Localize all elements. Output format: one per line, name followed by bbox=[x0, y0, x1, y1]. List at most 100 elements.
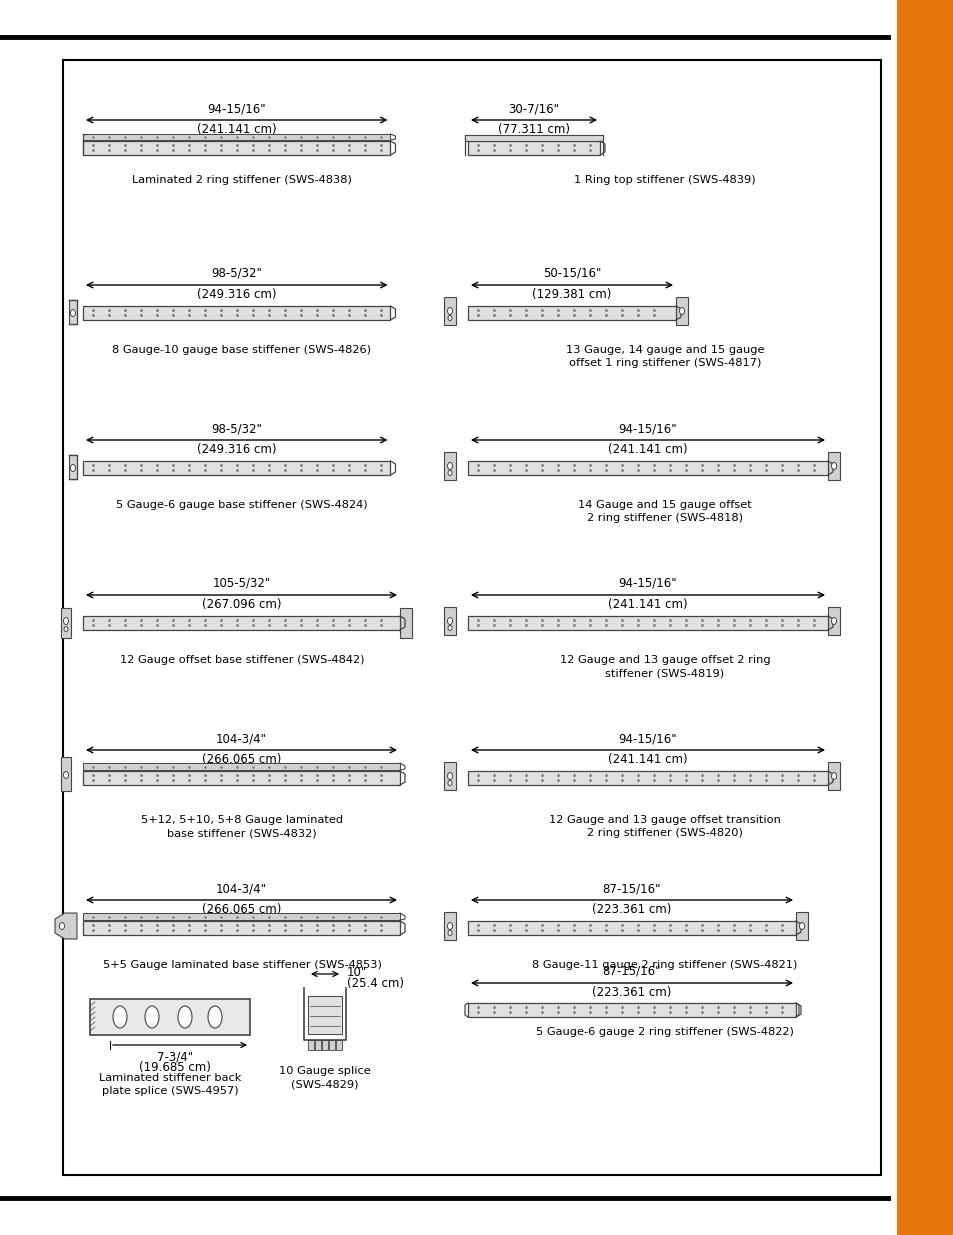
Bar bbox=[308, 1040, 314, 1050]
Text: 104-3/4": 104-3/4" bbox=[215, 882, 267, 895]
Text: 12 Gauge and 13 gauge offset 2 ring
stiffener (SWS-4819): 12 Gauge and 13 gauge offset 2 ring stif… bbox=[559, 655, 769, 678]
Text: Laminated 2 ring stiffener (SWS-4838): Laminated 2 ring stiffener (SWS-4838) bbox=[132, 175, 352, 185]
Bar bbox=[443, 296, 456, 325]
Text: (266.065 cm): (266.065 cm) bbox=[202, 753, 281, 766]
Text: (241.141 cm): (241.141 cm) bbox=[608, 598, 687, 611]
Bar bbox=[69, 454, 77, 479]
Ellipse shape bbox=[112, 1007, 127, 1028]
Bar bbox=[61, 608, 71, 638]
Text: 10 Gauge splice
(SWS-4829): 10 Gauge splice (SWS-4829) bbox=[279, 1066, 371, 1089]
Text: 94-15/16": 94-15/16" bbox=[207, 103, 266, 115]
Text: (25.4 cm): (25.4 cm) bbox=[347, 977, 403, 990]
Bar bbox=[90, 999, 250, 1035]
Bar bbox=[795, 911, 807, 940]
Ellipse shape bbox=[447, 462, 452, 469]
Bar bbox=[827, 762, 840, 790]
Ellipse shape bbox=[59, 923, 65, 930]
Text: (129.381 cm): (129.381 cm) bbox=[532, 288, 611, 301]
Ellipse shape bbox=[64, 772, 69, 778]
Ellipse shape bbox=[447, 923, 452, 930]
Text: (241.141 cm): (241.141 cm) bbox=[196, 124, 276, 136]
Bar bbox=[83, 461, 390, 475]
Text: 5+12, 5+10, 5+8 Gauge laminated
base stiffener (SWS-4832): 5+12, 5+10, 5+8 Gauge laminated base sti… bbox=[141, 815, 343, 839]
Bar bbox=[443, 606, 456, 635]
Text: 10": 10" bbox=[347, 966, 367, 978]
Bar bbox=[896, 0, 953, 1235]
Bar bbox=[83, 921, 399, 935]
Text: (241.141 cm): (241.141 cm) bbox=[608, 753, 687, 766]
Bar bbox=[468, 1003, 795, 1016]
Bar bbox=[468, 921, 795, 935]
Ellipse shape bbox=[178, 1007, 192, 1028]
Ellipse shape bbox=[448, 930, 452, 935]
Polygon shape bbox=[55, 913, 77, 939]
Bar bbox=[83, 616, 399, 630]
Text: 8 Gauge-10 gauge base stiffener (SWS-4826): 8 Gauge-10 gauge base stiffener (SWS-482… bbox=[112, 345, 371, 354]
Text: 12 Gauge offset base stiffener (SWS-4842): 12 Gauge offset base stiffener (SWS-4842… bbox=[120, 655, 364, 664]
Text: 1 Ring top stiffener (SWS-4839): 1 Ring top stiffener (SWS-4839) bbox=[574, 175, 755, 185]
Text: (241.141 cm): (241.141 cm) bbox=[608, 443, 687, 456]
Bar bbox=[83, 135, 390, 140]
Text: 87-15/16": 87-15/16" bbox=[602, 882, 660, 895]
Bar bbox=[308, 995, 341, 1034]
Bar bbox=[468, 461, 827, 475]
Ellipse shape bbox=[447, 308, 452, 315]
Ellipse shape bbox=[448, 315, 452, 321]
Bar bbox=[443, 452, 456, 480]
Bar bbox=[443, 911, 456, 940]
Ellipse shape bbox=[71, 310, 75, 316]
Bar bbox=[399, 608, 412, 638]
Text: (223.361 cm): (223.361 cm) bbox=[592, 986, 671, 999]
Bar bbox=[468, 141, 599, 156]
Text: 7-3/4": 7-3/4" bbox=[157, 1051, 193, 1065]
Bar bbox=[827, 452, 840, 480]
Text: 5 Gauge-6 gauge base stiffener (SWS-4824): 5 Gauge-6 gauge base stiffener (SWS-4824… bbox=[116, 500, 368, 510]
Text: (249.316 cm): (249.316 cm) bbox=[196, 288, 276, 301]
Text: Laminated stiffener back
plate splice (SWS-4957): Laminated stiffener back plate splice (S… bbox=[99, 1073, 241, 1097]
Ellipse shape bbox=[447, 773, 452, 779]
Text: 94-15/16": 94-15/16" bbox=[618, 577, 677, 590]
Ellipse shape bbox=[447, 618, 452, 625]
Ellipse shape bbox=[831, 773, 836, 779]
Ellipse shape bbox=[448, 781, 452, 785]
Ellipse shape bbox=[448, 625, 452, 631]
Text: 14 Gauge and 15 gauge offset
2 ring stiffener (SWS-4818): 14 Gauge and 15 gauge offset 2 ring stif… bbox=[578, 500, 751, 524]
Text: (266.065 cm): (266.065 cm) bbox=[202, 903, 281, 916]
Ellipse shape bbox=[799, 923, 803, 930]
Ellipse shape bbox=[145, 1007, 159, 1028]
Text: 50-15/16": 50-15/16" bbox=[542, 267, 600, 280]
Bar bbox=[69, 300, 77, 324]
Text: (77.311 cm): (77.311 cm) bbox=[497, 124, 569, 136]
Text: 12 Gauge and 13 gauge offset transition
2 ring stiffener (SWS-4820): 12 Gauge and 13 gauge offset transition … bbox=[549, 815, 781, 839]
Text: 105-5/32": 105-5/32" bbox=[213, 577, 271, 590]
Bar bbox=[83, 763, 399, 769]
Bar bbox=[335, 1040, 341, 1050]
Bar bbox=[468, 771, 827, 785]
Bar bbox=[322, 1040, 328, 1050]
Ellipse shape bbox=[71, 464, 75, 472]
Bar bbox=[83, 141, 390, 156]
Ellipse shape bbox=[208, 1007, 222, 1028]
Ellipse shape bbox=[831, 462, 836, 469]
Bar bbox=[676, 296, 687, 325]
Ellipse shape bbox=[448, 471, 452, 475]
Text: 8 Gauge-11 gauge 2 ring stiffener (SWS-4821): 8 Gauge-11 gauge 2 ring stiffener (SWS-4… bbox=[532, 960, 797, 969]
Bar bbox=[63, 61, 880, 1174]
Text: 104-3/4": 104-3/4" bbox=[215, 732, 267, 745]
Bar bbox=[464, 135, 602, 141]
Bar bbox=[468, 306, 676, 320]
Text: (249.316 cm): (249.316 cm) bbox=[196, 443, 276, 456]
Text: 98-5/32": 98-5/32" bbox=[211, 422, 262, 435]
Text: 87-15/16": 87-15/16" bbox=[602, 965, 660, 978]
Bar bbox=[83, 771, 399, 785]
Text: 94-15/16": 94-15/16" bbox=[618, 422, 677, 435]
Text: 13 Gauge, 14 gauge and 15 gauge
offset 1 ring stiffener (SWS-4817): 13 Gauge, 14 gauge and 15 gauge offset 1… bbox=[565, 345, 763, 368]
Text: 5+5 Gauge laminated base stiffener (SWS-4853): 5+5 Gauge laminated base stiffener (SWS-… bbox=[103, 960, 381, 969]
Text: (19.685 cm): (19.685 cm) bbox=[139, 1061, 211, 1074]
Bar bbox=[329, 1040, 335, 1050]
Ellipse shape bbox=[64, 626, 68, 631]
Text: 30-7/16": 30-7/16" bbox=[508, 103, 558, 115]
Bar bbox=[83, 913, 399, 920]
Bar bbox=[61, 757, 71, 790]
Ellipse shape bbox=[64, 618, 69, 625]
